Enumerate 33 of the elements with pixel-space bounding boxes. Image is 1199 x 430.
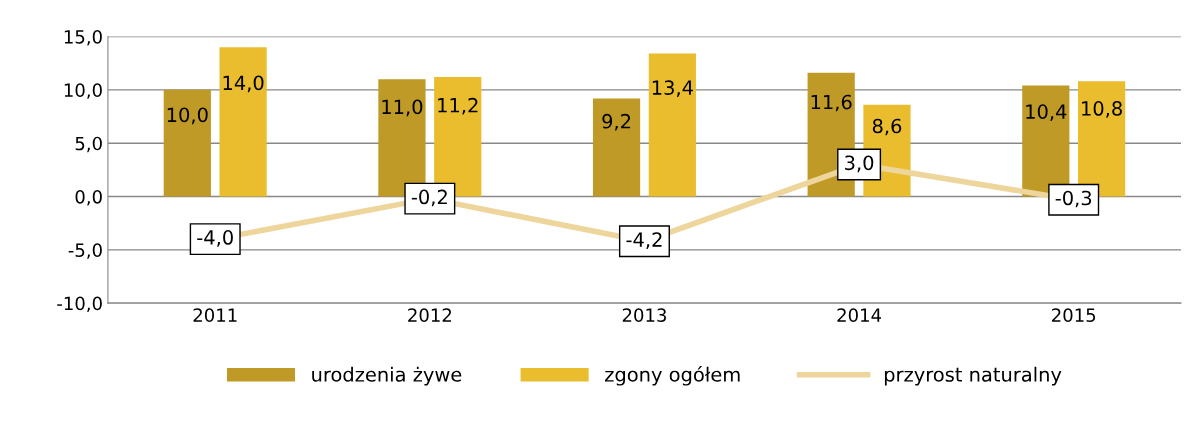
x-tick-label: 2012 <box>408 308 452 322</box>
legend-label: przyrost naturalny <box>884 366 1062 386</box>
y-tick-label: 15,0 <box>64 30 102 46</box>
data-label: -0,3 <box>1055 190 1092 208</box>
x-tick-label: 2011 <box>193 308 237 322</box>
data-label: 8,6 <box>872 118 902 136</box>
data-label: 13,4 <box>652 80 693 97</box>
data-label: 3,0 <box>845 155 874 173</box>
data-label: 10,0 <box>167 107 208 125</box>
bar <box>648 53 696 197</box>
y-tick-label: -5,0 <box>68 243 102 259</box>
data-label: -4,2 <box>626 232 662 249</box>
data-label: 11,0 <box>382 99 423 117</box>
y-tick-label: -10,0 <box>57 296 102 313</box>
y-tick-label: 5,0 <box>75 136 102 153</box>
data-label: -4,0 <box>197 230 233 247</box>
data-label: 9,2 <box>602 113 631 131</box>
x-tick-label: 2015 <box>1052 308 1096 322</box>
y-tick-label: 10,0 <box>64 83 102 99</box>
data-label: 11,6 <box>811 94 852 112</box>
legend-label: zgony ogółem <box>605 365 740 386</box>
bar <box>219 47 267 197</box>
y-tick-label: 0,0 <box>75 189 102 206</box>
bar <box>163 89 211 197</box>
bar <box>592 98 641 197</box>
data-label: 10,8 <box>1082 101 1122 118</box>
data-label: 11,2 <box>438 97 478 115</box>
data-label: 14,0 <box>223 75 264 93</box>
data-label: 10,4 <box>1026 104 1067 121</box>
x-tick-label: 2014 <box>837 308 882 322</box>
data-label: -0,2 <box>411 189 447 207</box>
x-tick-label: 2013 <box>622 308 666 322</box>
legend-label: urodzenia żywe <box>312 366 462 386</box>
